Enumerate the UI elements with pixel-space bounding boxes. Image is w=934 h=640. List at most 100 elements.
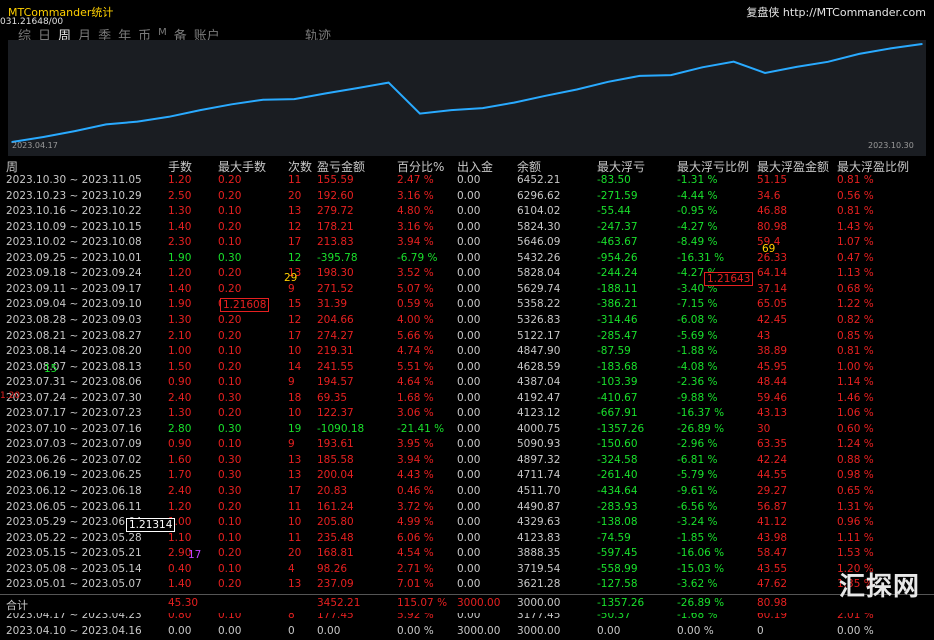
cell-max-fp-pct: 0.96 % — [837, 516, 874, 529]
chart-x-end-label: 2023.10.30 — [868, 141, 914, 150]
table-row[interactable]: 2023.09.25 ~ 2023.10.01 1.90 0.30 12 -395.78… — [0, 252, 934, 268]
tab-8[interactable]: 备 — [173, 29, 187, 44]
table-row[interactable]: 2023.06.12 ~ 2023.06.18 2.40 0.30 17 20.83 0.… — [0, 485, 934, 501]
table-row[interactable]: 2023.10.23 ~ 2023.10.29 2.50 0.20 20 192.60 3… — [0, 190, 934, 206]
cell-pnl: 31.39 — [317, 298, 348, 311]
cell-max-fp: 47.62 — [757, 578, 788, 591]
table-row[interactable]: 2023.06.19 ~ 2023.06.25 1.70 0.30 13 200.04 4… — [0, 469, 934, 485]
column-header[interactable]: 手数 — [168, 160, 193, 174]
tab-3[interactable]: 月 — [78, 29, 92, 44]
tab-0[interactable]: 综 — [18, 29, 32, 44]
column-header[interactable]: 百分比% — [397, 160, 445, 174]
table-row[interactable]: 2023.07.10 ~ 2023.07.16 2.80 0.30 19 -1090.1… — [0, 423, 934, 439]
column-header[interactable]: 次数 — [288, 160, 313, 174]
balance-point — [230, 103, 233, 106]
cell-pct: 3.16 % — [397, 189, 434, 202]
table-row[interactable]: 2023.10.09 ~ 2023.10.15 1.40 0.20 12 178.21 3… — [0, 221, 934, 237]
column-header[interactable]: 最大浮亏比例 — [677, 160, 750, 174]
cell-io: 0.00 — [457, 453, 481, 466]
cell-pnl: 0.00 — [317, 624, 341, 637]
tab-9[interactable]: 账户 — [193, 29, 220, 44]
cell-max-fp: 37.14 — [757, 282, 788, 295]
table-row[interactable]: 2023.10.16 ~ 2023.10.22 1.30 0.10 13 279.72 4… — [0, 205, 934, 221]
table-row[interactable]: 2023.05.15 ~ 2023.05.21 2.90 0.20 20 168.81 4… — [0, 547, 934, 563]
tab-6[interactable]: 币 — [138, 29, 152, 44]
column-header[interactable]: 出入金 — [457, 160, 494, 174]
cell-max-fp-pct: 0.81 % — [837, 174, 874, 186]
cell-pct: 2.47 % — [397, 174, 434, 186]
table-row[interactable]: 2023.10.02 ~ 2023.10.08 2.30 0.10 17 213.83 3… — [0, 236, 934, 252]
cell-pnl: 198.30 — [317, 267, 354, 280]
tab-5[interactable]: 年 — [118, 29, 132, 44]
cell-balance: 5122.17 — [517, 329, 561, 342]
table-row[interactable]: 2023.07.17 ~ 2023.07.23 1.30 0.20 10 122.37 3… — [0, 407, 934, 423]
cell-count: 9 — [288, 376, 295, 389]
cell-max-lots: 0.20 — [218, 313, 242, 326]
cell-pnl: 178.21 — [317, 220, 354, 233]
cell-max-fp-pct: 0.47 % — [837, 251, 874, 264]
cell-max-dd-pct: -0.95 % — [677, 205, 718, 218]
table-row[interactable]: 2023.08.07 ~ 2023.08.13 1.50 0.20 14 241.55 5… — [0, 361, 934, 377]
cell-pct: 0.59 % — [397, 298, 434, 311]
table-row[interactable]: 2023.10.30 ~ 2023.11.05 1.20 0.20 11 155.59 2… — [0, 174, 934, 190]
cell-io: 0.00 — [457, 578, 481, 591]
table-row[interactable]: 2023.07.24 ~ 2023.07.30 2.40 0.30 18 69.35 1.… — [0, 392, 934, 408]
table-row[interactable]: 2023.06.26 ~ 2023.07.02 1.60 0.30 13 185.58 3… — [0, 454, 934, 470]
table-row[interactable]: 2023.06.05 ~ 2023.06.11 1.20 0.20 11 161.24 3… — [0, 501, 934, 517]
cell-max-lots: 0.20 — [218, 282, 242, 295]
table-row[interactable]: 2023.07.31 ~ 2023.08.06 0.90 0.10 9 194.57 4.… — [0, 376, 934, 392]
cell-lots: 0.90 — [168, 376, 192, 389]
cell-pnl: 237.09 — [317, 578, 354, 591]
cell-pnl: 241.55 — [317, 360, 354, 373]
cell-pct: 2.71 % — [397, 562, 434, 575]
balance-point — [387, 81, 390, 84]
total-pnl: 3452.21 — [317, 597, 361, 609]
cell-io: 0.00 — [457, 376, 481, 389]
cell-max-fp: 43.13 — [757, 407, 788, 420]
table-row[interactable]: 2023.05.08 ~ 2023.05.14 0.40 0.10 4 98.26 2.7… — [0, 563, 934, 579]
cell-pct: 0.46 % — [397, 485, 434, 497]
tab-7[interactable]: M — [158, 27, 167, 38]
cell-max-fp-pct: 1.14 % — [837, 376, 874, 389]
cell-max-lots: 0.30 — [218, 453, 242, 466]
cell-pnl: 193.61 — [317, 438, 354, 451]
tab-4[interactable]: 季 — [98, 29, 112, 44]
cell-io: 0.00 — [457, 189, 481, 202]
cell-max-dd-pct: -4.44 % — [677, 189, 718, 202]
column-header[interactable]: 周 — [6, 160, 19, 174]
column-header[interactable]: 最大手数 — [218, 160, 267, 174]
balance-point — [513, 101, 515, 104]
cell-max-dd-pct: -4.08 % — [677, 360, 718, 373]
table-row[interactable]: 2023.05.29 ~ 2023.06.04 1.00 0.10 10 205.80 4… — [0, 516, 934, 532]
column-header[interactable]: 最大浮盈金额 — [757, 160, 830, 174]
column-header[interactable]: 最大浮亏 — [597, 160, 646, 174]
cell-max-fp-pct: 0.88 % — [837, 453, 874, 466]
cell-max-fp-pct: 1.13 % — [837, 267, 874, 280]
table-row[interactable]: 2023.08.28 ~ 2023.09.03 1.30 0.20 12 204.66 4… — [0, 314, 934, 330]
table-row[interactable]: 2023.04.10 ~ 2023.04.16 0.00 0.00 0 0.00 0.00… — [0, 625, 934, 640]
table-row[interactable]: 2023.05.01 ~ 2023.05.07 1.40 0.20 13 237.09 7… — [0, 578, 934, 594]
table-row[interactable]: 2023.08.14 ~ 2023.08.20 1.00 0.10 10 219.31 4… — [0, 345, 934, 361]
column-header[interactable]: 盈亏金额 — [317, 160, 366, 174]
cell-pct: 3.94 % — [397, 236, 434, 249]
column-header[interactable]: 最大浮盈比例 — [837, 160, 910, 174]
tab-2[interactable]: 周 — [58, 29, 72, 44]
cell-max-lots: 0.20 — [218, 360, 242, 373]
cell-pnl: 185.58 — [317, 453, 354, 466]
cell-pct: 1.68 % — [397, 391, 434, 404]
table-row[interactable]: 2023.09.18 ~ 2023.09.24 1.20 0.20 13 198.30 3… — [0, 267, 934, 283]
cell-week: 2023.08.07 ~ 2023.08.13 — [6, 360, 142, 373]
table-row[interactable]: 2023.08.21 ~ 2023.08.27 2.10 0.20 17 274.27 5… — [0, 330, 934, 346]
total-pct: 115.07 % — [397, 597, 448, 609]
cell-max-fp: 43.55 — [757, 562, 788, 575]
column-header[interactable]: 余额 — [517, 160, 542, 174]
cell-lots: 2.80 — [168, 422, 192, 435]
tab-1[interactable]: 日 — [38, 29, 52, 44]
cell-max-fp: 0 — [757, 624, 764, 637]
table-row[interactable]: 2023.05.22 ~ 2023.05.28 1.10 0.10 11 235.48 6… — [0, 532, 934, 548]
cell-balance: 5326.83 — [517, 313, 561, 326]
table-row[interactable]: 2023.09.04 ~ 2023.09.101.900.301531.390.… — [0, 298, 934, 314]
brand-link[interactable]: 复盘侠 http://MTCommander.com — [746, 6, 926, 19]
table-row[interactable]: 2023.07.03 ~ 2023.07.09 0.90 0.10 9 193.61 3.… — [0, 438, 934, 454]
table-row[interactable]: 2023.09.11 ~ 2023.09.17 1.40 0.20 9 271.52 5.… — [0, 283, 934, 299]
